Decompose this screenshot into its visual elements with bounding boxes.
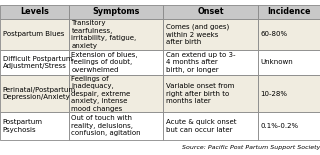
Text: Unknown: Unknown (260, 60, 293, 65)
Bar (163, 75, 258, 112)
Text: Variable onset from
right after birth to
months later: Variable onset from right after birth to… (166, 83, 234, 104)
Text: Levels: Levels (20, 7, 49, 16)
Text: Feelings of
inadequacy,
despair, extreme
anxiety, intense
mood changes: Feelings of inadequacy, despair, extreme… (71, 76, 131, 112)
Text: Out of touch with
reality, delusions,
confusion, agitation: Out of touch with reality, delusions, co… (71, 115, 141, 136)
Text: Comes (and goes)
within 2 weeks
after birth: Comes (and goes) within 2 weeks after bi… (166, 24, 229, 45)
Bar (0, 5, 69, 19)
Bar (69, 75, 163, 112)
Text: Can extend up to 3-
4 months after
birth, or longer: Can extend up to 3- 4 months after birth… (166, 52, 235, 73)
Bar (0, 50, 69, 75)
Text: 0.1%-0.2%: 0.1%-0.2% (260, 123, 298, 129)
Bar (258, 112, 320, 140)
Bar (69, 19, 163, 50)
Text: Transitory
tearfulness,
irritability, fatigue,
anxiety: Transitory tearfulness, irritability, fa… (71, 20, 137, 49)
Text: Source: Pacific Post Partum Support Society: Source: Pacific Post Partum Support Soci… (182, 145, 320, 150)
Text: Perinatal/Postpartum
Depression/Anxiety: Perinatal/Postpartum Depression/Anxiety (3, 87, 76, 100)
Text: 60-80%: 60-80% (260, 31, 287, 37)
Bar (163, 5, 258, 19)
Bar (258, 19, 320, 50)
Bar (258, 5, 320, 19)
Bar (258, 50, 320, 75)
Text: Difficult Postpartum
Adjustment/Stress: Difficult Postpartum Adjustment/Stress (3, 56, 72, 69)
Text: Onset: Onset (197, 7, 224, 16)
Bar (0, 75, 69, 112)
Text: Extension of blues,
feelings of doubt,
overwhelmed: Extension of blues, feelings of doubt, o… (71, 52, 138, 73)
Bar (0, 19, 69, 50)
Text: Postpartum Blues: Postpartum Blues (3, 31, 64, 37)
Text: 10-28%: 10-28% (260, 91, 287, 97)
Bar (258, 75, 320, 112)
Bar (163, 50, 258, 75)
Text: Symptoms: Symptoms (92, 7, 140, 16)
Bar (163, 112, 258, 140)
Text: Incidence: Incidence (267, 7, 310, 16)
Bar (69, 112, 163, 140)
Text: Postpartum
Psychosis: Postpartum Psychosis (3, 119, 43, 133)
Bar (69, 50, 163, 75)
Text: Acute & quick onset
but can occur later: Acute & quick onset but can occur later (166, 119, 236, 133)
Bar (0, 112, 69, 140)
Bar (69, 5, 163, 19)
Bar (163, 19, 258, 50)
